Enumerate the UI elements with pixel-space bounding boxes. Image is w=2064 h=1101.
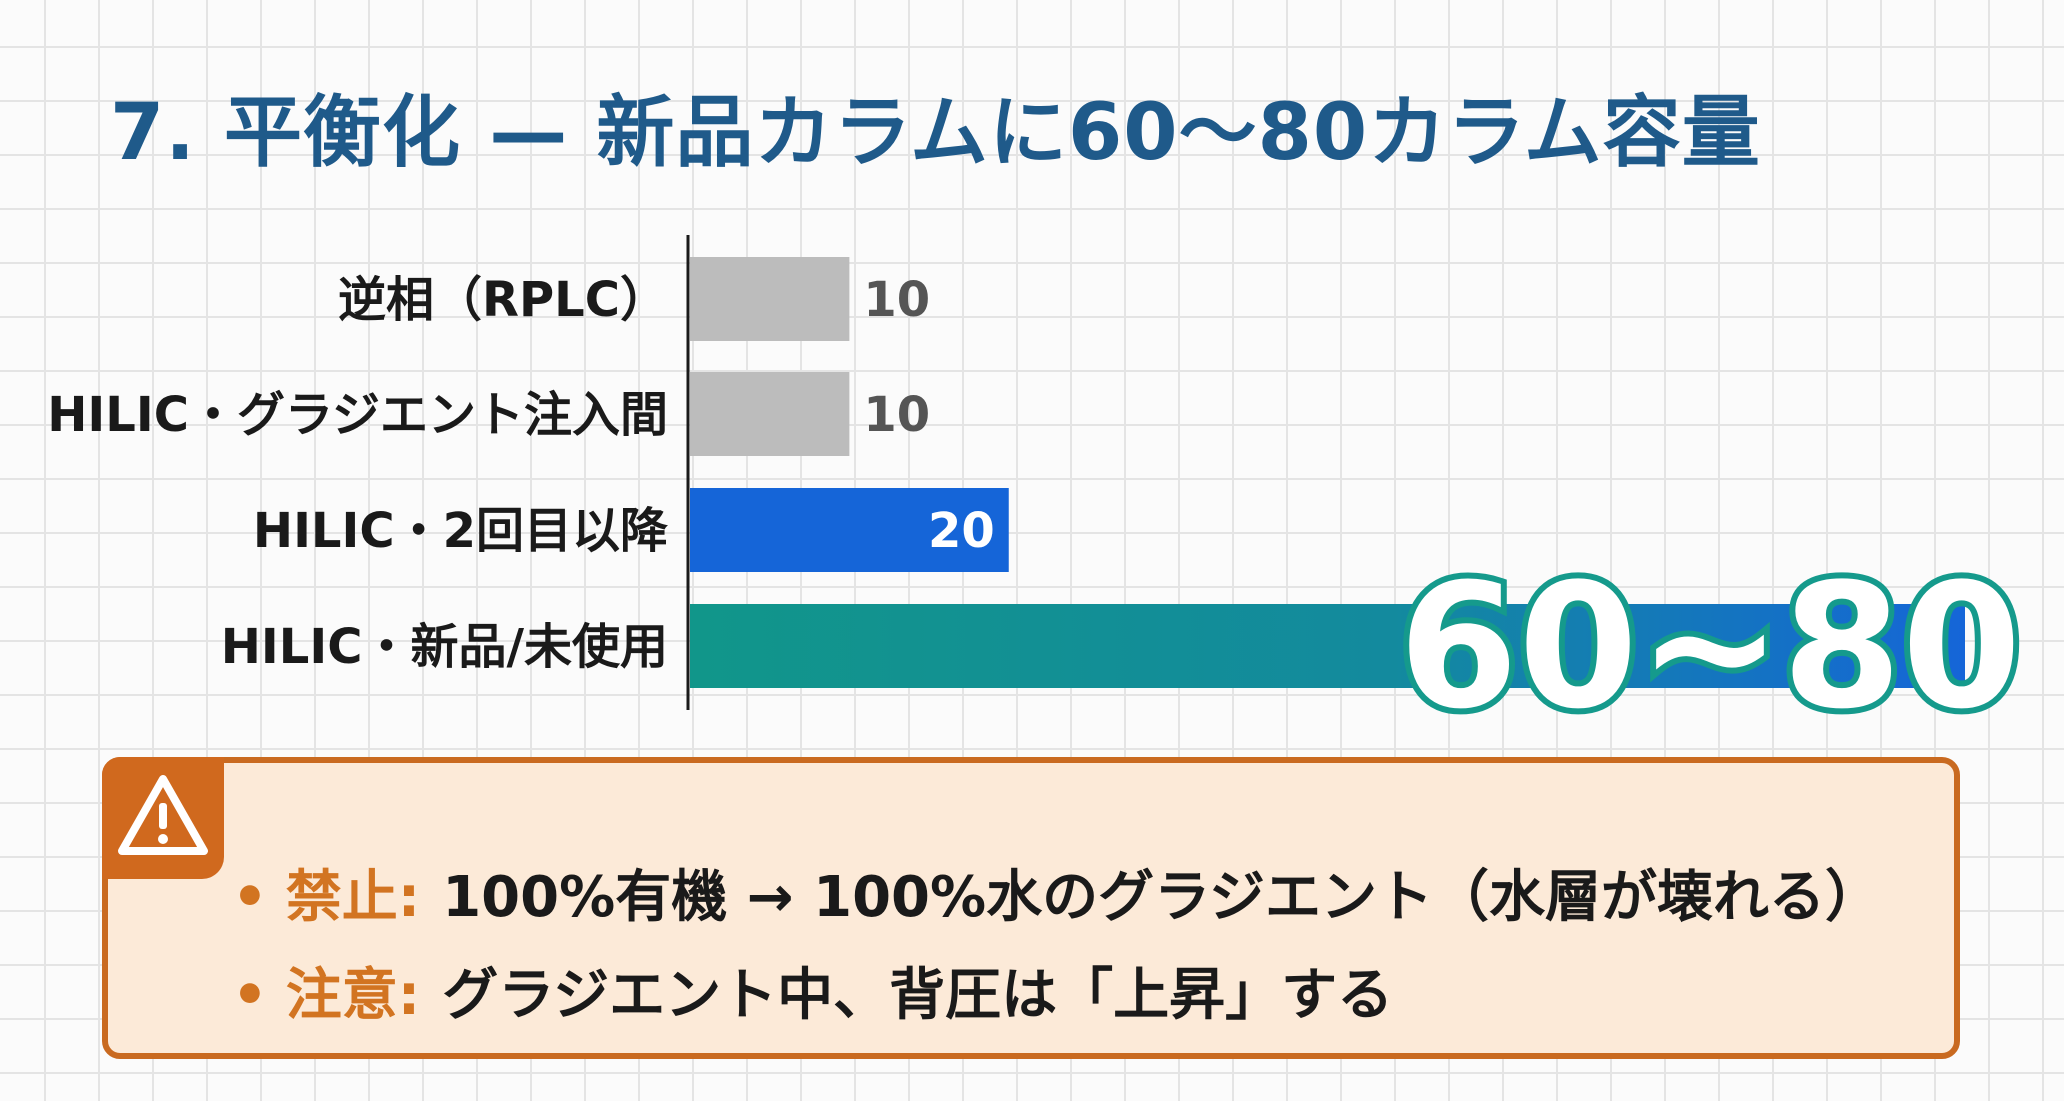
bar-3 xyxy=(690,604,1965,688)
value-label-3: 60~80 xyxy=(1399,546,2022,740)
value-label-0: 10 xyxy=(863,272,930,328)
warning-item-caution: • 注意: グラジエント中、背圧は「上昇」する xyxy=(232,950,1393,1031)
warning-tab xyxy=(102,757,224,879)
value-label-1: 10 xyxy=(863,387,930,443)
bar-chart: 逆相（RPLC） 10 HILIC・グラジエント注入間 10 HILIC・2回目以降 20… xyxy=(47,235,2027,740)
bar-2 xyxy=(690,488,1009,572)
page-title: 7. 平衡化 — 新品カラムに60〜80カラム容量 xyxy=(110,88,1761,178)
category-label-2: HILIC・2回目以降 xyxy=(253,503,669,559)
warning-text-caution: グラジエント中、背圧は「上昇」する xyxy=(442,963,1394,1028)
category-label-0: 逆相（RPLC） xyxy=(338,272,668,328)
bar-1 xyxy=(690,372,850,456)
warning-box xyxy=(102,757,1960,1059)
warning-icon xyxy=(118,775,208,855)
value-label-2: 20 xyxy=(928,503,995,559)
category-label-1: HILIC・グラジエント注入間 xyxy=(47,387,668,443)
bullet-dot: • xyxy=(232,865,268,930)
warning-key-caution: 注意: xyxy=(285,963,421,1028)
warning-key-prohibited: 禁止: xyxy=(285,865,421,930)
warning-item-prohibited: • 禁止: 100%有機 → 100%水のグラジエント（水層が壊れる） xyxy=(232,852,1881,933)
bullet-dot: • xyxy=(232,963,268,1028)
category-label-3: HILIC・新品/未使用 xyxy=(221,619,668,675)
warning-text-prohibited: 100%有機 → 100%水のグラジエント（水層が壊れる） xyxy=(442,865,1882,930)
bar-0 xyxy=(690,257,850,341)
